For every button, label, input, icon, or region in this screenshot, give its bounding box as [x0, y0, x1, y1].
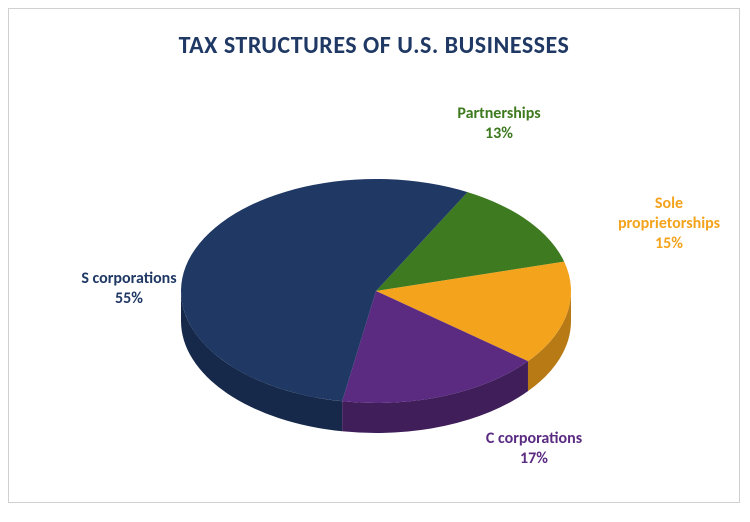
slice-label-c-corporations: C corporations 17%	[434, 429, 634, 469]
pie-chart	[9, 9, 750, 522]
slice-label-s-corporations: S corporations 55%	[39, 269, 219, 309]
chart-frame: TAX STRUCTURES OF U.S. BUSINESSES Partne…	[8, 8, 740, 503]
slice-label-partnerships: Partnerships 13%	[419, 104, 579, 144]
slice-label-sole-proprietorships: Sole proprietorships 15%	[584, 194, 750, 254]
